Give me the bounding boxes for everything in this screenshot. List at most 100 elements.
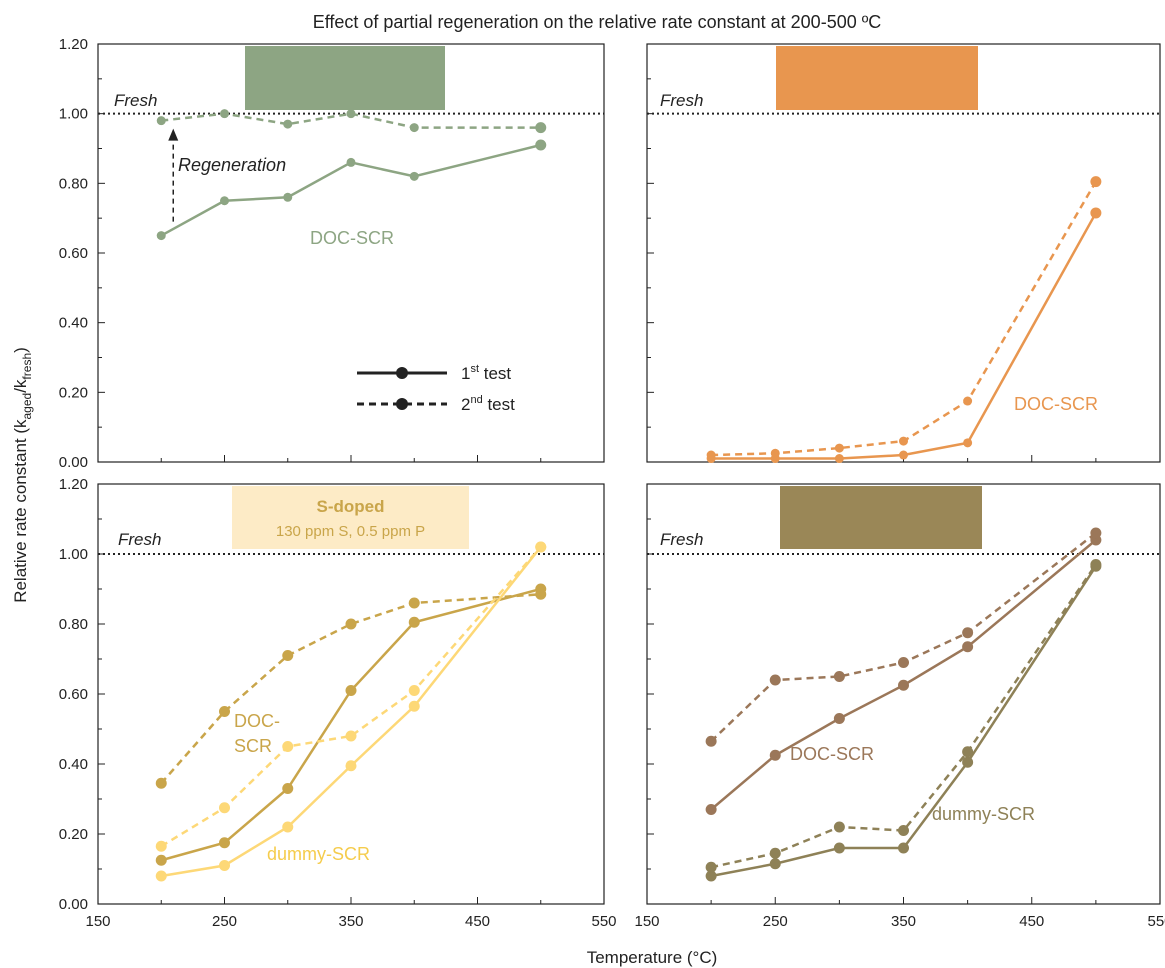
data-point [769, 674, 781, 686]
y-axis-label-end: ) [11, 347, 30, 353]
data-point [219, 706, 230, 717]
data-point [408, 597, 420, 609]
legend-label-second: 2nd test [461, 394, 515, 414]
series-dummy-scr-2nd [705, 559, 1102, 873]
regeneration-arrow-head [168, 128, 179, 141]
data-point [408, 685, 420, 696]
series-annotation: dummy-SCR [267, 844, 370, 864]
series-doc-scr-1st [156, 139, 547, 241]
y-tick-label: 0.80 [59, 616, 88, 633]
legend-label-first: 1st test [461, 363, 511, 383]
data-point [282, 741, 294, 752]
data-point [408, 616, 420, 628]
data-point [535, 139, 547, 151]
series-line [710, 563, 1097, 869]
series-line [161, 112, 541, 129]
series-annotation: dummy-SCR [932, 804, 1035, 824]
data-point [962, 641, 974, 653]
series-dummy-scr-2nd [155, 541, 547, 852]
data-point [769, 847, 781, 859]
data-point [898, 679, 909, 691]
data-point [155, 840, 167, 852]
y-tick-label: 0.40 [59, 756, 88, 773]
data-point [219, 837, 230, 849]
x-tick-label: 350 [891, 913, 916, 930]
data-point [963, 438, 973, 448]
series-annotation: DOC-SCR [1014, 394, 1098, 414]
data-point [899, 450, 908, 460]
panel-top-right: Fresh DOC-SCR [646, 43, 1161, 464]
data-point [899, 436, 908, 446]
series-dummy-scr-1st [155, 541, 547, 882]
data-point [219, 802, 230, 814]
data-point [898, 657, 909, 668]
data-point [962, 746, 974, 758]
data-point [834, 454, 844, 464]
x-tick-label: 350 [338, 913, 363, 930]
y-tick-label: 0.00 [59, 896, 88, 913]
series-line [160, 143, 542, 237]
fresh-label: Fresh [660, 530, 703, 549]
x-tick-label: 450 [465, 913, 490, 930]
x-tick-label: 550 [1147, 913, 1165, 930]
y-tick-label: 0.60 [59, 686, 88, 703]
data-point [409, 171, 419, 181]
y-tick-label: 1.20 [59, 476, 88, 493]
series-doc-scr-1st [706, 207, 1102, 464]
y-tick-label: 0.80 [59, 175, 88, 192]
data-point [769, 858, 781, 870]
data-point [963, 396, 973, 406]
series-line [161, 546, 542, 878]
y-axis-label-main: Relative rate constant (k [11, 419, 30, 603]
y-axis-label-sub1: aged [20, 393, 34, 420]
data-point [283, 119, 293, 129]
header-box-title: S-doped [317, 497, 385, 516]
data-point [962, 756, 974, 768]
legend: 1st test 2nd test [357, 363, 515, 414]
data-point [345, 618, 357, 630]
header-box [245, 46, 445, 110]
series-doc-scr-2nd [156, 109, 547, 134]
data-point [1090, 207, 1102, 219]
data-point [833, 671, 845, 682]
y-axis-label: Relative rate constant (kaged/kfresh) [11, 347, 34, 603]
data-point [155, 777, 167, 789]
figure-title: Effect of partial regeneration on the re… [313, 12, 882, 32]
data-point [219, 860, 230, 871]
series-doc-scr-1st [155, 583, 547, 866]
fresh-label: Fresh [114, 91, 157, 110]
series-line [711, 180, 1097, 457]
panel-bottom-left: S-doped 130 ppm S, 0.5 ppm P 0.00 0.20 0.40 0… [59, 476, 617, 930]
data-point [408, 700, 420, 712]
legend-marker-first [396, 367, 408, 379]
series-line [160, 546, 542, 848]
data-point [282, 650, 294, 661]
x-tick-label: 150 [634, 913, 659, 930]
data-point [833, 842, 845, 854]
y-tick-label: 1.00 [59, 546, 88, 563]
series-doc-scr-2nd [705, 527, 1102, 747]
regeneration-label: Regeneration [178, 155, 286, 175]
data-point [705, 804, 717, 815]
data-point [346, 109, 356, 119]
data-point [1090, 176, 1102, 188]
series-doc-scr-1st [705, 534, 1102, 815]
y-tick-label: 1.00 [59, 106, 88, 123]
x-tick-label: 450 [1019, 913, 1044, 930]
series-doc-scr-2nd [706, 176, 1102, 460]
data-point [283, 192, 293, 202]
data-point [705, 861, 717, 873]
series-line [711, 212, 1097, 460]
header-box [776, 46, 978, 110]
data-point [898, 842, 909, 854]
data-point [898, 825, 909, 836]
data-point [705, 735, 717, 747]
data-point [705, 870, 717, 882]
series-doc-scr-2nd [155, 588, 547, 789]
fresh-label: Fresh [660, 91, 703, 110]
panel-top-left: 0.00 0.20 0.40 0.60 0.80 1.00 1.20 Fresh DOC-SCR… [59, 36, 605, 471]
data-point [769, 749, 781, 761]
header-box [232, 486, 469, 549]
data-point [535, 541, 547, 553]
